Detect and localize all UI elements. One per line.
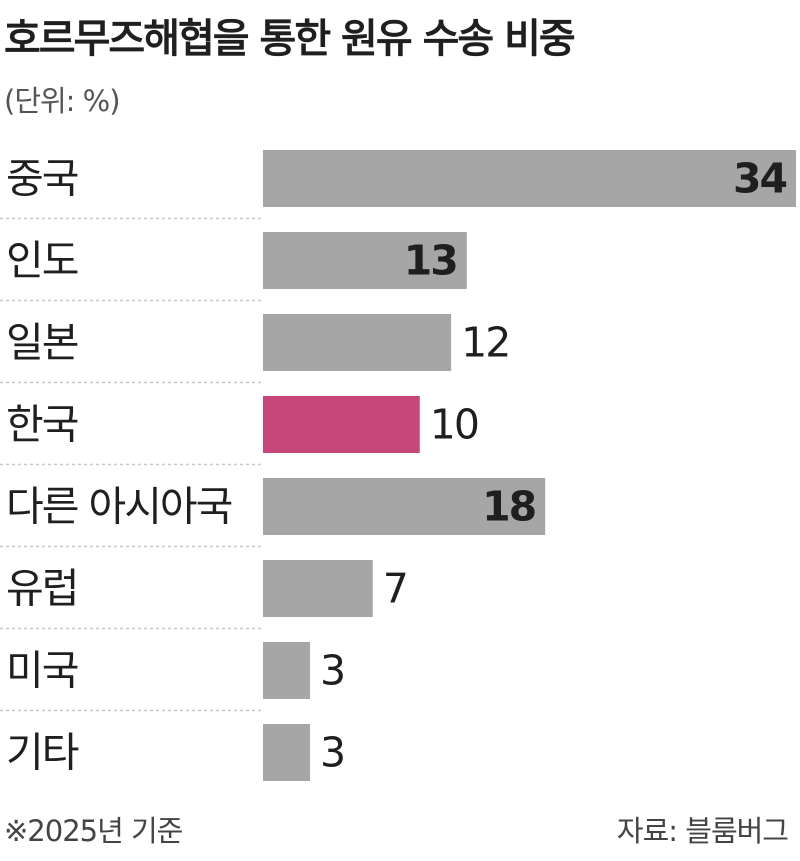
category-label-4: 다른 아시아국 — [6, 483, 232, 531]
bar-5 — [263, 560, 373, 617]
value-label-6: 3 — [320, 647, 344, 695]
chart-title: 호르무즈해협을 통한 원유 수송 비중 — [4, 16, 576, 62]
bar-1 — [263, 232, 467, 289]
basis-note: ※2025년 기준 — [4, 814, 183, 848]
category-label-6: 미국 — [6, 647, 78, 695]
value-label-2: 12 — [461, 319, 509, 367]
category-label-5: 유럽 — [6, 565, 77, 613]
value-label-1: 13 — [404, 237, 457, 285]
bar-6 — [263, 642, 311, 699]
value-label-3: 10 — [430, 401, 478, 449]
value-label-4: 18 — [482, 483, 535, 531]
unit-label: (단위: %) — [4, 84, 121, 118]
bar-0 — [263, 150, 796, 207]
category-label-7: 기타 — [6, 729, 79, 777]
category-label-3: 한국 — [6, 401, 78, 449]
value-label-7: 3 — [320, 729, 344, 777]
value-label-5: 7 — [383, 565, 407, 613]
category-label-2: 일본 — [6, 319, 78, 367]
source-label: 자료: 블룸버그 — [616, 814, 789, 848]
bar-2 — [263, 314, 452, 371]
value-label-0: 34 — [733, 155, 787, 203]
bar-chart: 중국 34 인도 13 일본 12 한국 10 다른 아시아국 18 유럽 7 미국 3 기타 3 — [0, 150, 796, 781]
category-label-1: 인도 — [6, 237, 78, 285]
bar-4 — [263, 478, 546, 535]
bar-3 — [263, 396, 420, 453]
bar-7 — [263, 724, 311, 781]
category-label-0: 중국 — [6, 155, 78, 203]
